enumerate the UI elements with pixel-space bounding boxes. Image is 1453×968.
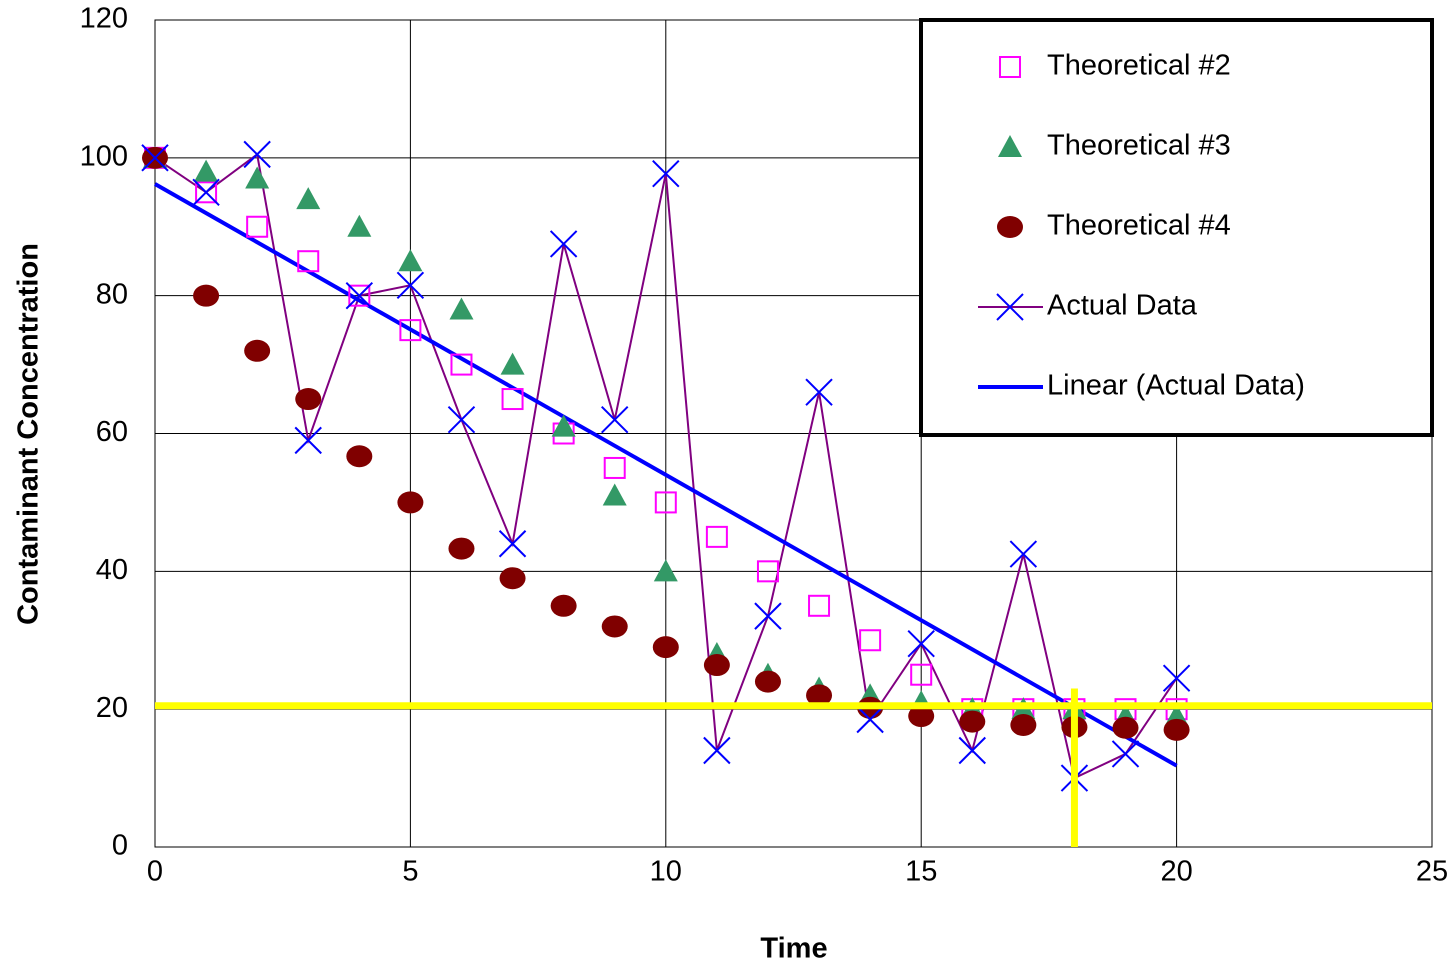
marker-x [1009, 540, 1038, 568]
legend: Theoretical #2 Theoretical #3 Theoretical … [919, 18, 1434, 437]
y-tick-label: 100 [80, 140, 128, 172]
marker-x [652, 159, 680, 188]
y-axis-title: Contaminant Concentration [13, 243, 45, 625]
marker-circle [959, 710, 986, 733]
marker-x [1162, 664, 1191, 692]
marker-circle [754, 670, 781, 693]
marker-circle [397, 491, 424, 514]
marker-x [996, 293, 1024, 321]
marker-square [910, 663, 933, 686]
x-tick-label: 20 [1160, 856, 1192, 888]
marker-x [1111, 740, 1140, 768]
marker-square [999, 56, 1021, 78]
marker-triangle [500, 352, 525, 375]
legend-label: Actual Data [1047, 290, 1198, 322]
y-tick-label: 80 [96, 278, 128, 310]
marker-triangle [296, 187, 321, 210]
marker-x [601, 406, 629, 434]
marker-circle [346, 445, 373, 468]
marker-square [501, 388, 524, 411]
legend-label: Linear (Actual Data) [1047, 370, 1305, 402]
marker-circle [550, 594, 577, 617]
y-tick-label: 60 [96, 416, 128, 448]
marker-x [958, 736, 986, 765]
marker-x [703, 736, 731, 765]
marker-triangle [194, 159, 219, 182]
marker-circle [1010, 714, 1037, 737]
marker-x [396, 271, 425, 300]
marker-x [498, 530, 527, 558]
marker-x [856, 705, 884, 734]
marker-circle [295, 388, 322, 411]
marker-circle [806, 684, 833, 707]
marker-x [345, 281, 374, 310]
marker-circle [1112, 716, 1139, 739]
x-axis-title: Time [760, 933, 827, 965]
marker-square [603, 456, 626, 479]
marker-x [805, 378, 833, 406]
marker-triangle [602, 483, 627, 506]
series-line [154, 182, 1178, 768]
marker-circle [193, 284, 220, 307]
y-tick-label: 120 [80, 3, 128, 35]
y-tick-label: 0 [112, 830, 128, 862]
marker-triangle [449, 297, 474, 320]
x-tick-label: 0 [147, 856, 163, 888]
marker-triangle [998, 135, 1022, 157]
marker-circle [997, 216, 1023, 238]
marker-triangle [245, 166, 270, 189]
marker-square [705, 525, 728, 548]
marker-circle [601, 615, 628, 638]
marker-square [297, 250, 320, 273]
marker-circle [448, 537, 475, 560]
marker-square [399, 319, 422, 342]
marker-square [756, 560, 779, 583]
legend-label: Theoretical #2 [1047, 50, 1231, 82]
marker-square [195, 181, 218, 204]
x-tick-label: 10 [650, 856, 682, 888]
marker-triangle [347, 214, 372, 237]
marker-triangle [398, 249, 423, 272]
marker-circle [652, 636, 679, 659]
marker-square [348, 284, 371, 307]
x-tick-label: 25 [1416, 856, 1448, 888]
marker-x [192, 178, 220, 206]
marker-square [246, 215, 269, 238]
marker-triangle [653, 559, 678, 582]
marker-circle [244, 339, 271, 362]
marker-circle [908, 705, 935, 728]
y-tick-label: 20 [96, 692, 128, 724]
marker-x [141, 144, 169, 172]
marker-square [654, 491, 677, 514]
marker-x [294, 426, 322, 455]
marker-square [859, 629, 882, 652]
marker-x [243, 140, 271, 169]
marker-x [549, 230, 578, 258]
marker-circle [703, 654, 730, 677]
marker-circle [1163, 718, 1190, 741]
marker-square [450, 353, 473, 376]
x-tick-label: 5 [402, 856, 418, 888]
marker-x [447, 406, 476, 434]
legend-label: Theoretical #3 [1047, 130, 1231, 162]
legend-label: Theoretical #4 [1047, 210, 1231, 242]
marker-x [907, 629, 935, 658]
marker-x [754, 602, 782, 630]
marker-square [808, 594, 831, 617]
x-tick-label: 15 [905, 856, 937, 888]
y-tick-label: 40 [96, 554, 128, 586]
marker-circle [499, 567, 526, 590]
marker-triangle [551, 414, 576, 437]
